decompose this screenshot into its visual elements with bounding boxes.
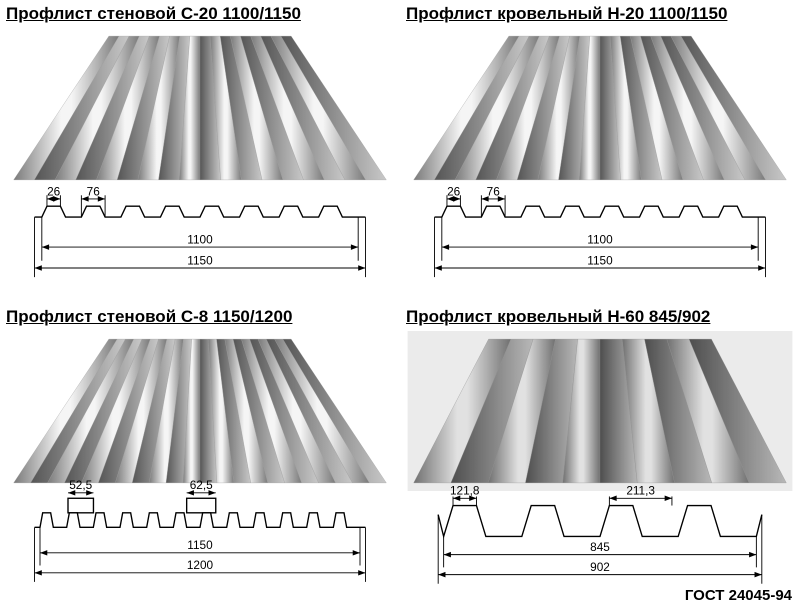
sheet-render (6, 28, 394, 188)
sheet-render (406, 28, 794, 188)
svg-text:62,5: 62,5 (190, 479, 213, 493)
sheet-render (6, 331, 394, 491)
profile-cross-section: 121,8 211,3 845 902 (406, 491, 794, 591)
svg-text:845: 845 (590, 540, 610, 554)
svg-text:76: 76 (487, 185, 501, 199)
panel-title: Профлист стеновой С-8 1150/1200 (6, 307, 394, 327)
svg-text:211,3: 211,3 (626, 484, 655, 498)
profile-panel: Профлист кровельный Н-60 845/902 121,8 2… (400, 303, 800, 606)
svg-text:902: 902 (590, 560, 610, 574)
panel-title: Профлист кровельный Н-60 845/902 (406, 307, 794, 327)
profile-cross-section: 52,5 62,5 1150 1200 (6, 491, 394, 591)
profile-panel: Профлист кровельный Н-20 1100/1150 26 76… (400, 0, 800, 303)
gost-label: ГОСТ 24045-94 (685, 587, 792, 604)
sheet-render (406, 331, 794, 491)
profile-panel: Профлист стеновой С-20 1100/1150 26 76 1… (0, 0, 400, 303)
svg-text:1200: 1200 (187, 559, 214, 573)
profile-cross-section: 26 76 1100 1150 (6, 188, 394, 288)
svg-text:26: 26 (47, 185, 61, 199)
profile-panel: Профлист стеновой С-8 1150/1200 52,5 62,… (0, 303, 400, 606)
svg-text:76: 76 (87, 185, 101, 199)
svg-text:26: 26 (447, 185, 461, 199)
profile-cross-section: 26 76 1100 1150 (406, 188, 794, 288)
svg-text:1150: 1150 (587, 254, 613, 268)
svg-text:1150: 1150 (187, 254, 213, 268)
panel-title: Профлист стеновой С-20 1100/1150 (6, 4, 394, 24)
panel-title: Профлист кровельный Н-20 1100/1150 (406, 4, 794, 24)
svg-text:1100: 1100 (587, 233, 613, 247)
svg-text:121,8: 121,8 (450, 484, 480, 498)
svg-text:1150: 1150 (187, 539, 213, 553)
svg-text:1100: 1100 (187, 233, 213, 247)
svg-text:52,5: 52,5 (69, 479, 92, 493)
